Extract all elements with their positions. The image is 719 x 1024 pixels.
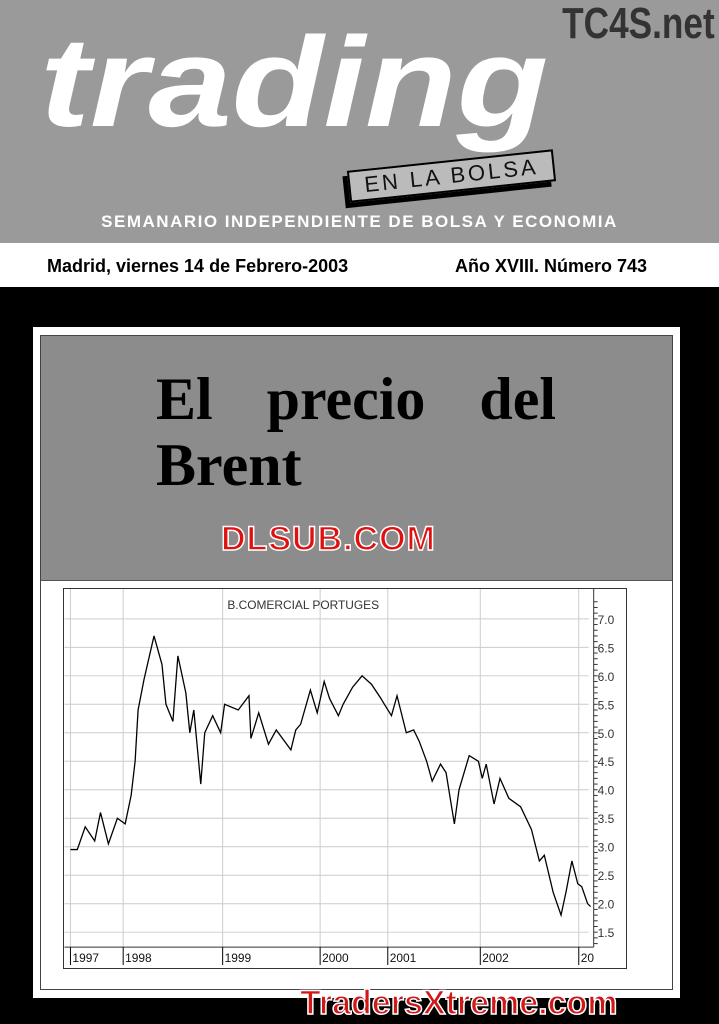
y-tick-label: 6.5 <box>598 641 615 655</box>
watermark-tc4s: TC4S.net <box>562 0 715 48</box>
y-tick-label: 5.0 <box>598 727 615 741</box>
sublogo: EN LA BOLSA <box>346 149 556 203</box>
y-tick-label: 2.0 <box>598 898 615 912</box>
headline-box: El precio del Brent DLSUB.COM <box>41 336 672 581</box>
headline: El precio del Brent <box>156 366 556 498</box>
cover-card: El precio del Brent DLSUB.COM 7.0 6.5 6.0 5… <box>33 327 680 998</box>
y-tick-label: 3.5 <box>598 812 615 826</box>
logo: trading <box>40 10 549 154</box>
masthead: trading EN LA BOLSA SEMANARIO INDEPENDIE… <box>0 0 719 243</box>
issue-band: Madrid, viernes 14 de Febrero-2003 Año X… <box>0 243 719 287</box>
x-tick-label: 1997 <box>72 951 99 965</box>
tagline: SEMANARIO INDEPENDIENTE DE BOLSA Y ECONO… <box>101 212 618 231</box>
issue-number: Año XVIII. Número 743 <box>455 256 648 276</box>
y-tick-label: 4.0 <box>598 784 615 798</box>
x-tick-label: 2001 <box>390 951 417 965</box>
issue-date: Madrid, viernes 14 de Febrero-2003 <box>47 256 349 276</box>
y-tick-label: 3.0 <box>598 841 615 855</box>
x-tick-label: 2000 <box>322 951 349 965</box>
watermark-tradersxtreme: TradersXtreme.com <box>299 983 618 1022</box>
y-tick-label: 6.0 <box>598 670 615 684</box>
cover-frame: El precio del Brent DLSUB.COM 7.0 6.5 6.0 5… <box>40 335 673 990</box>
price-chart: 7.0 6.5 6.0 5.5 5.0 4.5 4.0 3.5 3.0 2.5 2.0 1.5 1997… <box>63 588 627 969</box>
y-tick-label: 7.0 <box>598 613 615 627</box>
x-tick-label: 1999 <box>225 951 252 965</box>
price-line <box>70 635 592 918</box>
watermark-dlsub: DLSUB.COM <box>220 519 436 558</box>
x-tick-label: 20 <box>581 951 595 965</box>
y-tick-label: 4.5 <box>598 755 615 769</box>
y-tick-label: 1.5 <box>598 926 615 940</box>
chart-title: B.COMERCIAL PORTUGES <box>227 598 379 612</box>
x-tick-label: 1998 <box>125 951 152 965</box>
x-tick-label: 2002 <box>482 951 509 965</box>
y-tick-label: 2.5 <box>598 869 615 883</box>
y-tick-label: 5.5 <box>598 698 615 712</box>
